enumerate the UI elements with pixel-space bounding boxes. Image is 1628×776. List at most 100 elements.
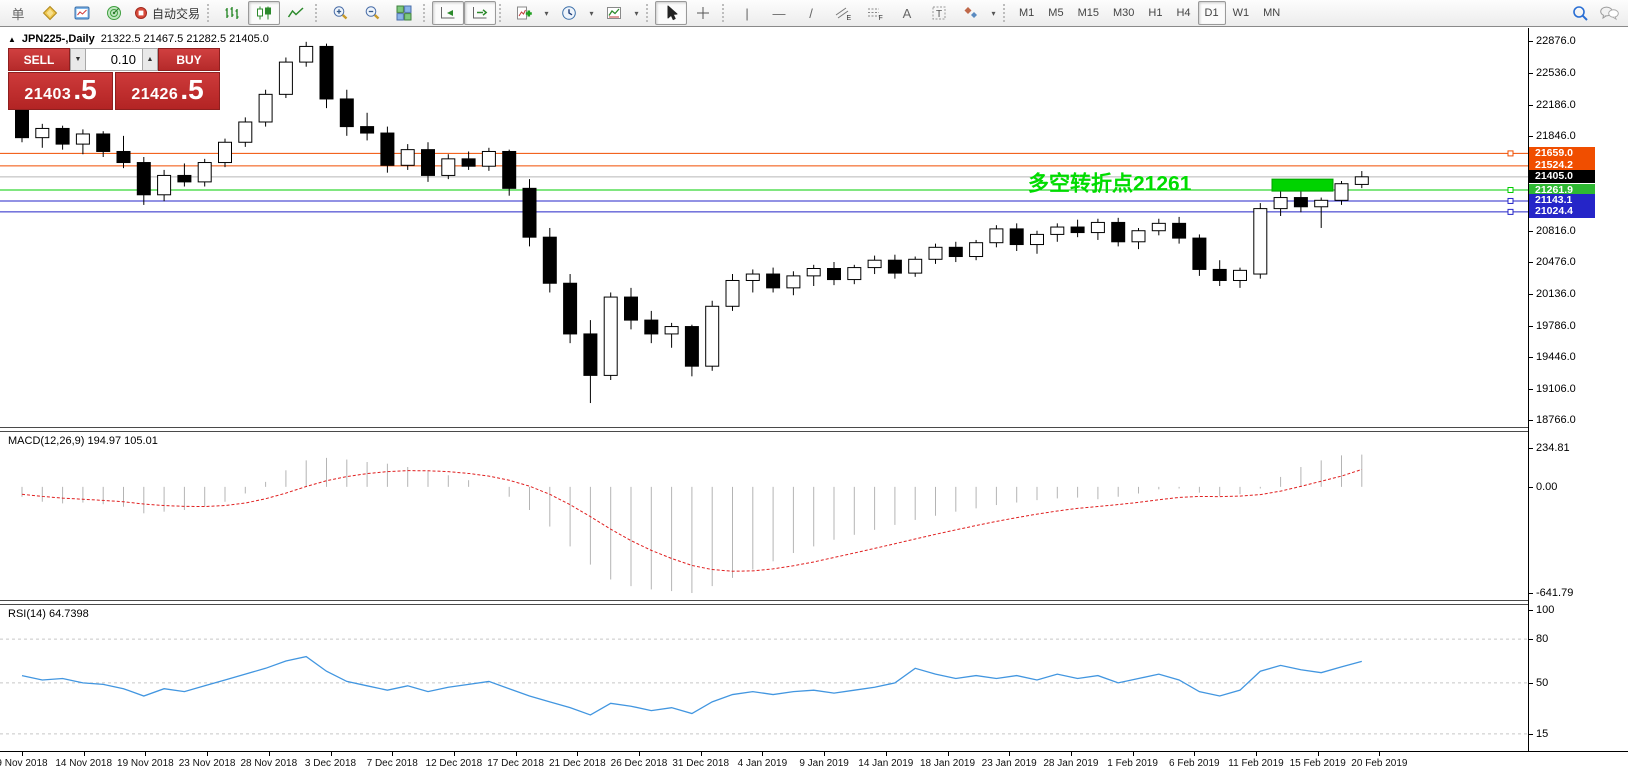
bearish-candle[interactable] [766, 273, 781, 289]
bearish-candle[interactable] [583, 333, 598, 376]
bearish-candle[interactable] [116, 150, 131, 164]
highlight-rectangle[interactable] [1271, 178, 1334, 192]
line-handle[interactable] [1507, 187, 1514, 194]
data-window-icon[interactable] [66, 1, 98, 25]
bullish-candle[interactable] [989, 228, 1004, 244]
bearish-candle[interactable] [319, 45, 334, 100]
bar-chart-button[interactable] [216, 1, 248, 25]
templates-button[interactable] [598, 1, 630, 25]
bearish-candle[interactable] [887, 259, 902, 274]
text-button[interactable]: A [902, 5, 912, 21]
timeframe-m1-button[interactable]: M1 [1019, 7, 1035, 19]
bullish-candle[interactable] [1233, 269, 1247, 281]
bullish-candle[interactable] [908, 258, 923, 274]
bullish-candle[interactable] [157, 174, 172, 196]
bearish-candle[interactable] [1111, 221, 1126, 243]
panel-divider[interactable] [0, 427, 1628, 432]
bullish-candle[interactable] [725, 279, 740, 307]
bearish-candle[interactable] [684, 326, 699, 367]
bullish-candle[interactable] [238, 121, 253, 143]
auto-scroll-button[interactable] [432, 1, 465, 25]
tile-windows-button[interactable] [388, 1, 420, 25]
timeframe-m5-button[interactable]: M5 [1048, 7, 1064, 19]
volume-input[interactable]: 0.10 [86, 48, 142, 71]
bearish-candle[interactable] [1009, 228, 1024, 246]
macd-chart[interactable] [0, 432, 1528, 600]
navigator-icon[interactable] [98, 1, 130, 25]
volume-decrease-button[interactable]: ▼ [70, 48, 86, 71]
bullish-candle[interactable] [299, 45, 314, 63]
bearish-candle[interactable] [55, 127, 70, 145]
price-level-label[interactable]: 21659.0 [1529, 146, 1595, 160]
templates-caret[interactable]: ▾ [634, 8, 639, 18]
bullish-candle[interactable] [806, 268, 821, 277]
bullish-candle[interactable] [218, 141, 232, 164]
bullish-candle[interactable] [441, 158, 456, 176]
bullish-candle[interactable] [1314, 199, 1329, 208]
candlestick-chart[interactable]: 多空转折点21261 [0, 28, 1528, 427]
bullish-candle[interactable] [786, 275, 801, 289]
autotrading-button[interactable]: 自动交易 [130, 1, 204, 25]
line-handle[interactable] [1507, 150, 1514, 157]
chat-icon[interactable] [1599, 5, 1620, 22]
bullish-candle[interactable] [75, 133, 90, 145]
timeframe-m15-button[interactable]: M15 [1077, 7, 1099, 19]
bearish-candle[interactable] [542, 236, 557, 284]
equidistant-channel-button[interactable]: E [827, 1, 859, 25]
horizontal-line-button[interactable]: — [772, 5, 786, 21]
bearish-candle[interactable] [948, 246, 963, 258]
bearish-candle[interactable] [827, 268, 841, 281]
bearish-candle[interactable] [502, 150, 517, 189]
bullish-candle[interactable] [481, 150, 496, 167]
search-icon[interactable] [1572, 5, 1589, 22]
cursor-button[interactable] [655, 1, 688, 25]
chart-shift-button[interactable] [464, 1, 497, 25]
bullish-candle[interactable] [1030, 233, 1044, 246]
bearish-candle[interactable] [339, 98, 354, 128]
bearish-candle[interactable] [1293, 197, 1308, 208]
zoom-in-button[interactable] [324, 1, 356, 25]
arrows-button[interactable] [955, 1, 987, 25]
bearish-candle[interactable] [522, 187, 537, 238]
timeframe-mn-button[interactable]: MN [1263, 7, 1281, 19]
periods-button[interactable] [553, 1, 585, 25]
bullish-candle[interactable] [1253, 208, 1268, 275]
periods-caret[interactable]: ▾ [589, 8, 594, 18]
price-axis[interactable]: 22876.0 22536.0 22186.0 21846.0 20816.0 20476… [1529, 28, 1628, 751]
zoom-out-button[interactable] [356, 1, 388, 25]
bearish-candle[interactable] [624, 296, 638, 321]
bearish-candle[interactable] [1070, 226, 1085, 234]
panel-divider[interactable] [0, 600, 1628, 605]
rsi-panel[interactable]: RSI(14) 64.7398 [0, 605, 1528, 751]
bullish-candle[interactable] [278, 61, 293, 95]
rsi-chart[interactable] [0, 605, 1528, 751]
bearish-candle[interactable] [177, 174, 192, 183]
timeframe-d1-button[interactable]: D1 [1197, 1, 1226, 25]
bullish-candle[interactable] [1273, 197, 1288, 210]
line-handle[interactable] [1507, 197, 1514, 204]
bullish-candle[interactable] [928, 246, 943, 260]
price-level-label[interactable]: 21261.9 [1529, 183, 1595, 197]
indicators-button[interactable] [508, 1, 540, 25]
chart-gold-icon[interactable] [34, 1, 66, 25]
bullish-candle[interactable] [603, 296, 618, 376]
bullish-candle[interactable] [1334, 183, 1349, 201]
trendline-button[interactable]: / [809, 5, 813, 21]
bullish-candle[interactable] [745, 273, 760, 281]
sell-price[interactable]: 21403 .5 [8, 72, 113, 110]
indicators-caret[interactable]: ▾ [544, 8, 549, 18]
price-level-label[interactable]: 21405.0 [1529, 170, 1595, 184]
timeframe-w1-button[interactable]: W1 [1232, 7, 1250, 19]
price-level-label[interactable]: 21143.1 [1529, 194, 1595, 208]
bullish-candle[interactable] [664, 326, 679, 335]
bullish-candle[interactable] [258, 93, 273, 123]
bearish-candle[interactable] [96, 133, 111, 152]
price-level-label[interactable]: 21024.4 [1529, 205, 1595, 219]
bullish-candle[interactable] [1050, 226, 1065, 235]
bearish-candle[interactable] [563, 282, 578, 335]
bullish-candle[interactable] [1354, 176, 1369, 185]
rsi-line[interactable] [21, 655, 1362, 716]
bullish-candle[interactable] [705, 305, 720, 367]
pivot-annotation-text[interactable]: 多空转折点21261 [1028, 172, 1192, 196]
bullish-candle[interactable] [400, 149, 415, 166]
